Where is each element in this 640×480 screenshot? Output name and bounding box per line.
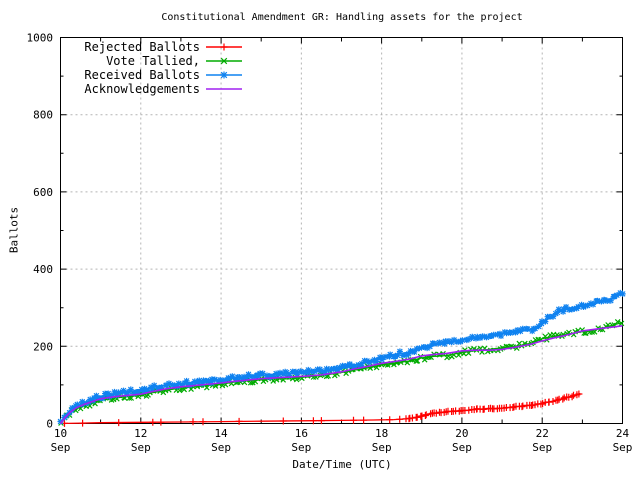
tick-labels: 0200400600800100010Sep12Sep14Sep16Sep18S… [27,32,633,455]
series-rejected-ballots [60,390,583,427]
y-tick-label: 0 [46,418,53,431]
x-tick-sublabel: Sep [51,441,71,454]
legend-label: Acknowledgements [84,82,200,96]
legend-label: Rejected Ballots [84,40,200,54]
x-tick-label: 24 [616,427,630,440]
legend-marker [220,43,228,51]
y-tick-label: 800 [33,109,53,122]
legend-marker [220,57,228,65]
legend-item-acknowledgements: Acknowledgements [84,82,242,96]
x-tick-label: 14 [214,427,228,440]
series-line [59,325,623,424]
x-tick-sublabel: Sep [211,441,231,454]
series-markers [61,390,583,427]
x-tick-sublabel: Sep [613,441,633,454]
x-tick-sublabel: Sep [291,441,311,454]
chart-title: Constitutional Amendment GR: Handling as… [161,12,523,23]
legend-item-received-ballots: Received Ballots [84,68,242,82]
x-tick-label: 18 [375,427,388,440]
legend-item-vote-tallied: Vote Tallied, [106,54,242,68]
x-tick-label: 22 [536,427,549,440]
x-tick-sublabel: Sep [131,441,151,454]
x-tick-sublabel: Sep [452,441,472,454]
legend-label: Vote Tallied, [106,54,200,68]
y-tick-label: 400 [33,263,53,276]
series-acknowledgements [59,325,623,424]
x-axis-title: Date/Time (UTC) [292,458,392,471]
x-tick-label: 16 [295,427,308,440]
x-tick-sublabel: Sep [532,441,552,454]
y-tick-label: 1000 [27,32,54,45]
series-received-ballots [57,289,626,425]
x-tick-sublabel: Sep [372,441,392,454]
y-tick-label: 600 [33,186,53,199]
legend-item-rejected-ballots: Rejected Ballots [84,40,242,54]
x-tick-label: 10 [54,427,67,440]
legend-marker [220,71,228,79]
series-line [60,321,623,424]
legend-label: Received Ballots [84,68,200,82]
y-tick-label: 200 [33,340,53,353]
series-markers [57,289,626,425]
x-tick-label: 20 [455,427,468,440]
x-tick-label: 12 [134,427,147,440]
